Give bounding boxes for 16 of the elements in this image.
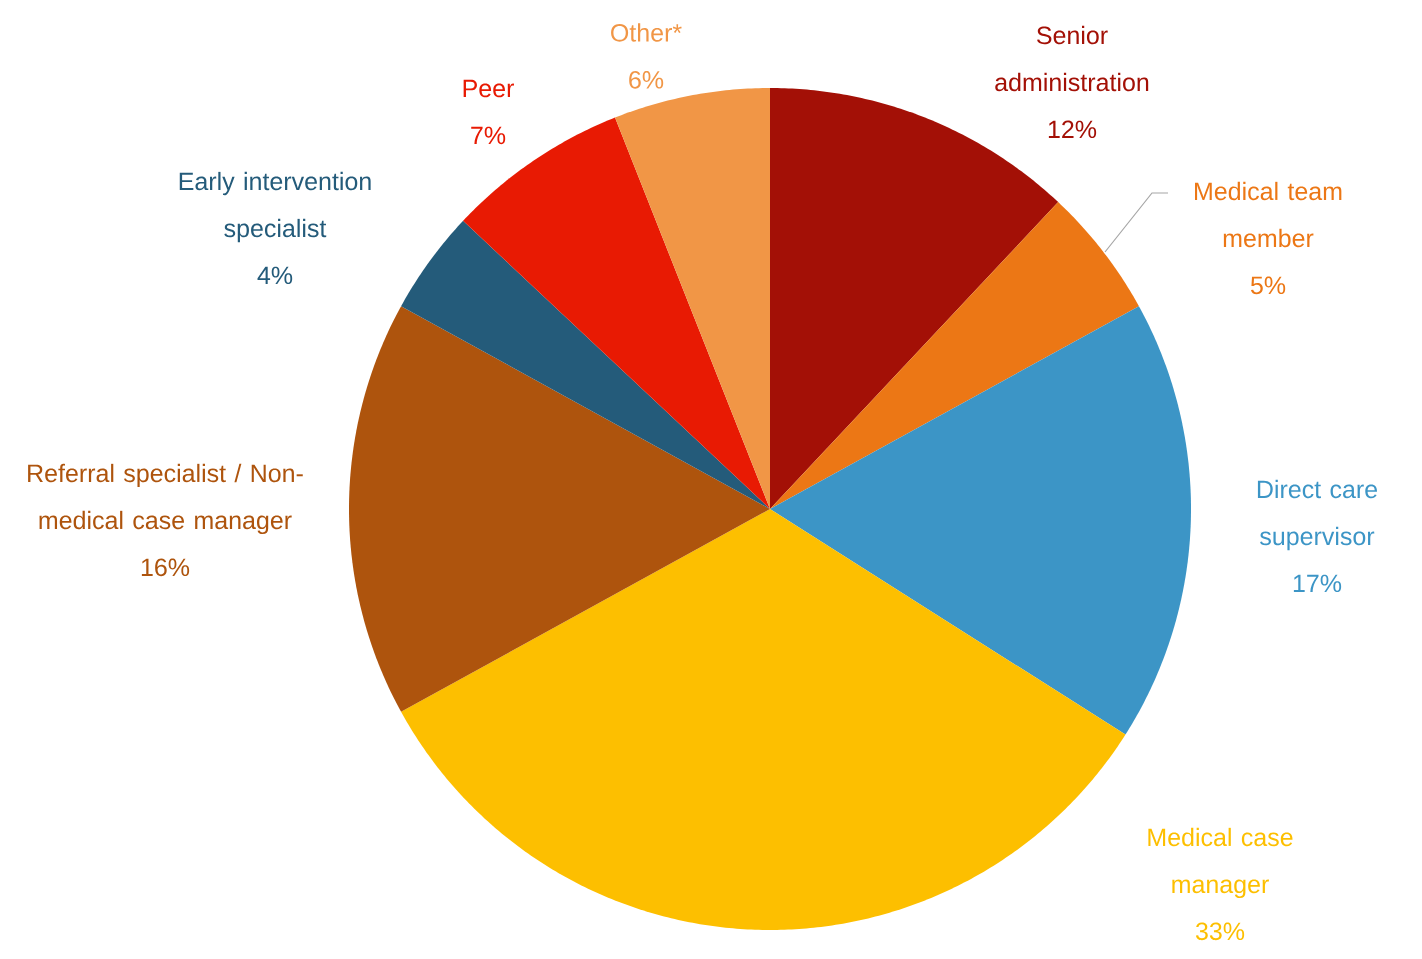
slice-label: Senior administration [995, 25, 1149, 92]
data-label: 17% [1293, 574, 1342, 593]
data-label: 33% [1195, 922, 1245, 941]
slice-label: Direct care supervisor [1257, 479, 1377, 551]
data-label: 4% [257, 266, 293, 285]
slice-label: Early intervention specialist [179, 171, 371, 243]
data-label: 16% [141, 558, 190, 577]
slice-label: Peer [463, 79, 514, 98]
slice-label: Referral specialist / Non-medical case manager [28, 463, 303, 535]
slice-label: Other* [611, 23, 682, 42]
data-label: 7% [471, 126, 506, 145]
data-label: 12% [1048, 120, 1097, 139]
slice-label: Medical team member [1195, 181, 1342, 248]
data-label: 5% [1250, 276, 1286, 295]
category-label: Medical case manager [1148, 827, 1293, 899]
data-label: 6% [629, 70, 664, 89]
